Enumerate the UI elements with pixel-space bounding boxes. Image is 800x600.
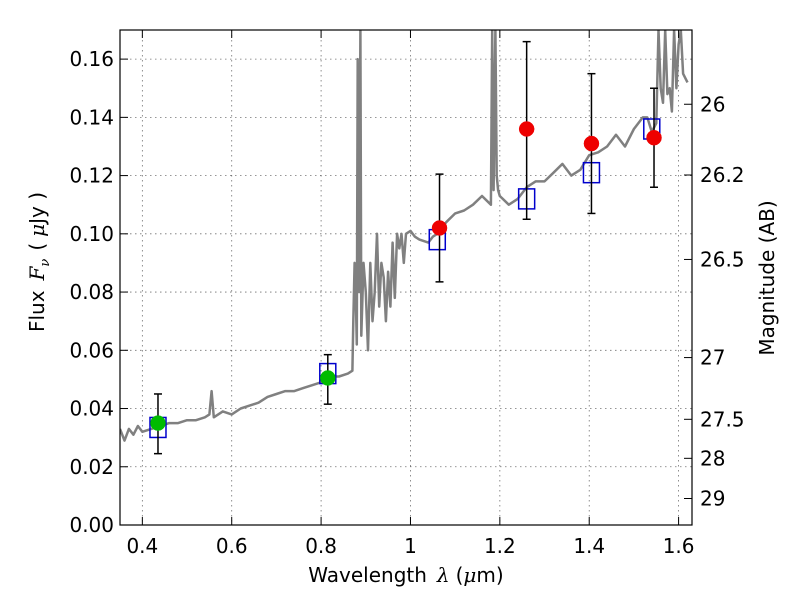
detection-point bbox=[320, 370, 336, 386]
y-tick-label: 0.10 bbox=[69, 222, 114, 246]
y2-tick-label: 29 bbox=[700, 487, 725, 511]
plot-frame bbox=[119, 29, 693, 526]
y-tick-label: 0.08 bbox=[69, 280, 114, 304]
y2-tick-label: 26.5 bbox=[700, 247, 745, 271]
plot-area bbox=[120, 30, 689, 455]
x-tick-label: 1 bbox=[404, 534, 417, 558]
y-axis-label: FluxFν(μJy ) bbox=[25, 192, 53, 332]
non-detection-point bbox=[646, 129, 662, 146]
y-tick-label: 0.06 bbox=[69, 338, 114, 362]
x-tick-label: 0.6 bbox=[216, 534, 248, 558]
y-tick-label: 0.14 bbox=[69, 105, 114, 129]
axes: 0.4 0.6 0.8 1 1.2 1.4 1.6 0.00 0.02 0.04 0.06 0.08 0… bbox=[69, 30, 745, 558]
x-tick-label: 1.2 bbox=[484, 534, 516, 558]
x-tick-label: 1.4 bbox=[573, 534, 605, 558]
y-tick-label: 0.04 bbox=[69, 397, 114, 421]
y2-axis-label: Magnitude (AB) bbox=[755, 200, 779, 355]
x-axis-label: Wavelength λ (μm) bbox=[308, 563, 503, 587]
non-detection-point bbox=[518, 121, 535, 137]
y-tick-label: 0.12 bbox=[69, 164, 114, 188]
model-spectrum-line bbox=[120, 30, 689, 442]
y2-tick-label: 27.5 bbox=[700, 407, 745, 431]
y2-tick-label: 28 bbox=[700, 446, 725, 470]
non-detection-point bbox=[583, 135, 600, 152]
y-tick-label: 0.16 bbox=[69, 47, 114, 71]
x-tick-label: 0.8 bbox=[305, 534, 337, 558]
y2-tick-label: 26 bbox=[700, 92, 725, 116]
y-tick-label: 0.02 bbox=[69, 455, 114, 479]
non-detection-point bbox=[431, 220, 448, 236]
y2-tick-label: 27 bbox=[700, 346, 725, 370]
detection-point bbox=[150, 415, 166, 431]
x-tick-label: 1.6 bbox=[663, 534, 695, 558]
y-tick-label: 0.00 bbox=[69, 513, 114, 537]
x-tick-label: 0.4 bbox=[126, 534, 158, 558]
y2-tick-label: 26.2 bbox=[700, 163, 745, 187]
